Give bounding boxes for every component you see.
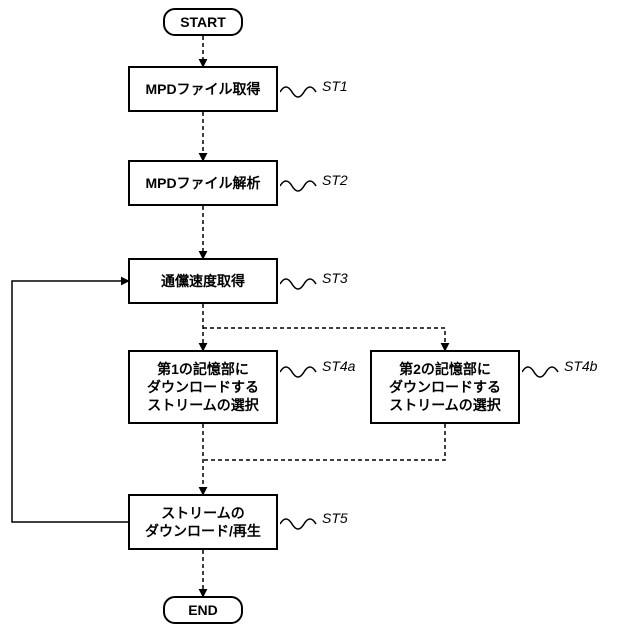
squiggle-st5 — [280, 514, 320, 534]
flowchart-edges — [0, 0, 640, 633]
label-st1: ST1 — [322, 78, 348, 94]
edge-e-feedback — [12, 281, 128, 522]
label-st4a: ST4a — [322, 358, 355, 374]
squiggle-st1 — [280, 82, 320, 102]
node-start: START — [163, 8, 243, 36]
node-st4b: 第2の記憶部に ダウンロードする ストリームの選択 — [370, 350, 520, 424]
label-st4b: ST4b — [564, 358, 597, 374]
squiggle-st2 — [280, 176, 320, 196]
label-st3: ST3 — [322, 270, 348, 286]
node-st1: MPDファイル取得 — [128, 66, 278, 112]
node-st5: ストリームの ダウンロード/再生 — [128, 494, 278, 550]
node-st2: MPDファイル解析 — [128, 160, 278, 206]
node-st4a: 第1の記憶部に ダウンロードする ストリームの選択 — [128, 350, 278, 424]
node-st3: 通儻速度取得 — [128, 258, 278, 304]
node-end: END — [163, 596, 243, 624]
squiggle-st3 — [280, 274, 320, 294]
edge-e-st3-st4b — [203, 328, 445, 350]
label-st2: ST2 — [322, 172, 348, 188]
flowchart-stage: START MPDファイル取得 MPDファイル解析通儻速度取得第1の記憶部に ダウン… — [0, 0, 640, 633]
label-st5: ST5 — [322, 510, 348, 526]
edge-e-st4b-merge — [203, 424, 445, 460]
squiggle-st4a — [280, 362, 320, 382]
squiggle-st4b — [522, 362, 562, 382]
